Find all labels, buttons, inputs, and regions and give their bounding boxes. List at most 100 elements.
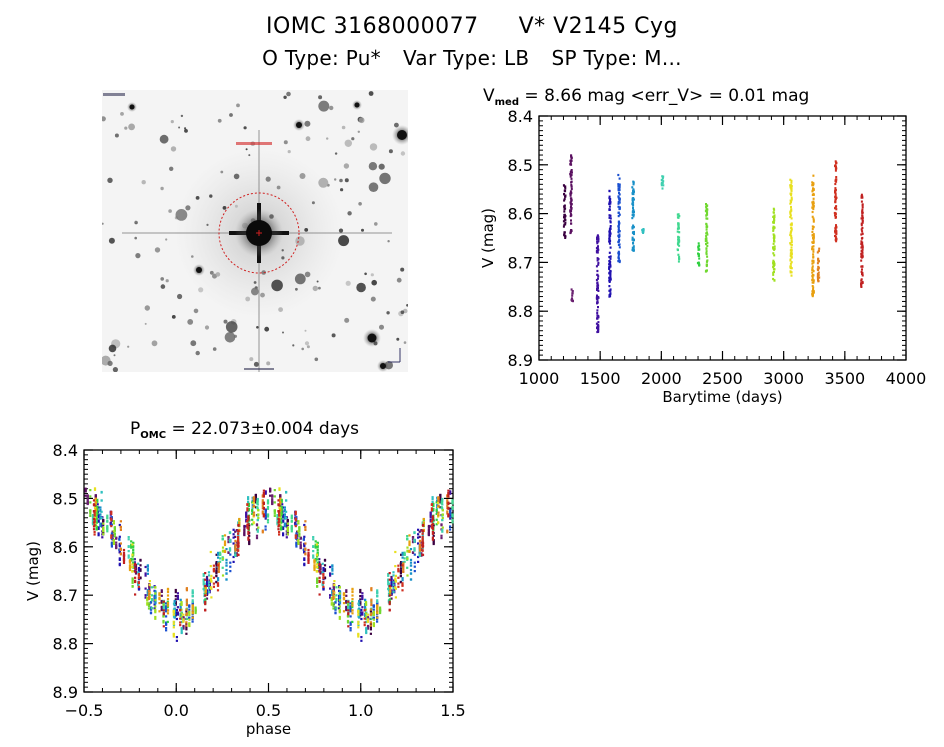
data-point	[102, 527, 105, 530]
data-point	[131, 585, 134, 588]
data-point	[860, 283, 863, 286]
data-point	[372, 605, 375, 608]
light-curve-title: Vmed = 8.66 mag <err_V> = 0.01 mag	[483, 86, 809, 108]
data-point	[262, 506, 265, 509]
data-point	[137, 585, 140, 588]
data-point	[376, 607, 379, 610]
y-tick-label: 8.5	[53, 489, 78, 508]
data-point	[357, 626, 360, 629]
data-point	[131, 543, 134, 546]
data-point	[812, 286, 815, 289]
data-point	[365, 628, 368, 631]
data-point	[835, 232, 838, 235]
data-point	[834, 225, 837, 229]
data-point	[175, 639, 178, 642]
data-point	[571, 297, 573, 300]
data-point	[162, 621, 165, 624]
star	[170, 120, 174, 124]
data-point	[772, 229, 775, 232]
data-point	[93, 487, 97, 490]
data-point	[128, 566, 132, 569]
data-point	[705, 222, 708, 225]
data-point	[227, 536, 230, 539]
data-point	[609, 269, 612, 273]
data-point	[261, 510, 264, 513]
data-point	[333, 584, 336, 587]
data-point	[403, 553, 406, 556]
data-point	[252, 499, 256, 503]
data-point	[247, 496, 250, 499]
data-point	[451, 515, 454, 518]
data-point	[447, 489, 450, 492]
season-points	[608, 189, 612, 298]
data-point	[349, 615, 352, 618]
data-point	[361, 595, 364, 598]
data-point	[303, 562, 306, 565]
data-point	[215, 570, 218, 573]
data-point	[413, 539, 416, 542]
data-point	[166, 609, 170, 612]
data-point	[835, 240, 838, 243]
data-point	[388, 598, 391, 601]
data-point	[835, 161, 837, 164]
data-point	[204, 603, 207, 606]
data-point	[261, 502, 264, 505]
data-point	[401, 577, 404, 580]
data-point	[609, 226, 612, 229]
data-point	[185, 613, 188, 616]
data-point	[122, 556, 126, 559]
data-point	[359, 588, 362, 592]
data-point	[285, 516, 288, 520]
bright-star-core	[354, 102, 360, 108]
data-point	[154, 610, 157, 613]
data-point	[417, 528, 420, 531]
data-point	[153, 607, 156, 610]
data-point	[165, 602, 168, 605]
data-point	[811, 278, 814, 281]
data-point	[266, 507, 270, 510]
data-point	[334, 608, 337, 611]
data-point	[812, 220, 815, 223]
x-tick-label: 1.5	[440, 701, 465, 720]
data-point	[347, 609, 350, 612]
data-point	[631, 236, 634, 239]
data-point	[400, 553, 403, 556]
data-point	[323, 564, 327, 567]
data-point	[563, 189, 566, 192]
data-point	[563, 204, 566, 207]
data-point	[304, 548, 307, 551]
data-point	[92, 525, 96, 528]
star	[120, 112, 124, 116]
data-point	[154, 605, 157, 608]
title-rest: = 22.073±0.004 days	[166, 419, 360, 439]
data-point	[144, 565, 147, 569]
data-point	[148, 580, 151, 583]
data-point	[569, 231, 572, 234]
data-point	[834, 167, 837, 170]
data-point	[441, 528, 444, 532]
data-point	[191, 607, 194, 610]
data-point	[166, 620, 169, 623]
data-point	[332, 597, 335, 600]
data-point	[633, 239, 635, 242]
data-point	[146, 567, 149, 570]
data-point	[110, 519, 113, 522]
data-point	[364, 599, 367, 602]
data-point	[176, 595, 179, 598]
data-point	[437, 515, 440, 518]
data-point	[451, 505, 454, 509]
data-point	[154, 608, 157, 611]
data-point	[421, 540, 424, 543]
data-point	[110, 534, 113, 537]
star	[124, 126, 128, 130]
data-point	[252, 496, 256, 499]
season-points	[119, 494, 449, 627]
data-point	[332, 588, 335, 591]
data-point	[130, 546, 133, 549]
star	[128, 123, 135, 131]
data-point	[861, 210, 864, 213]
data-point	[563, 213, 566, 216]
data-point	[206, 591, 209, 594]
data-point	[254, 497, 257, 500]
data-point	[313, 559, 316, 562]
